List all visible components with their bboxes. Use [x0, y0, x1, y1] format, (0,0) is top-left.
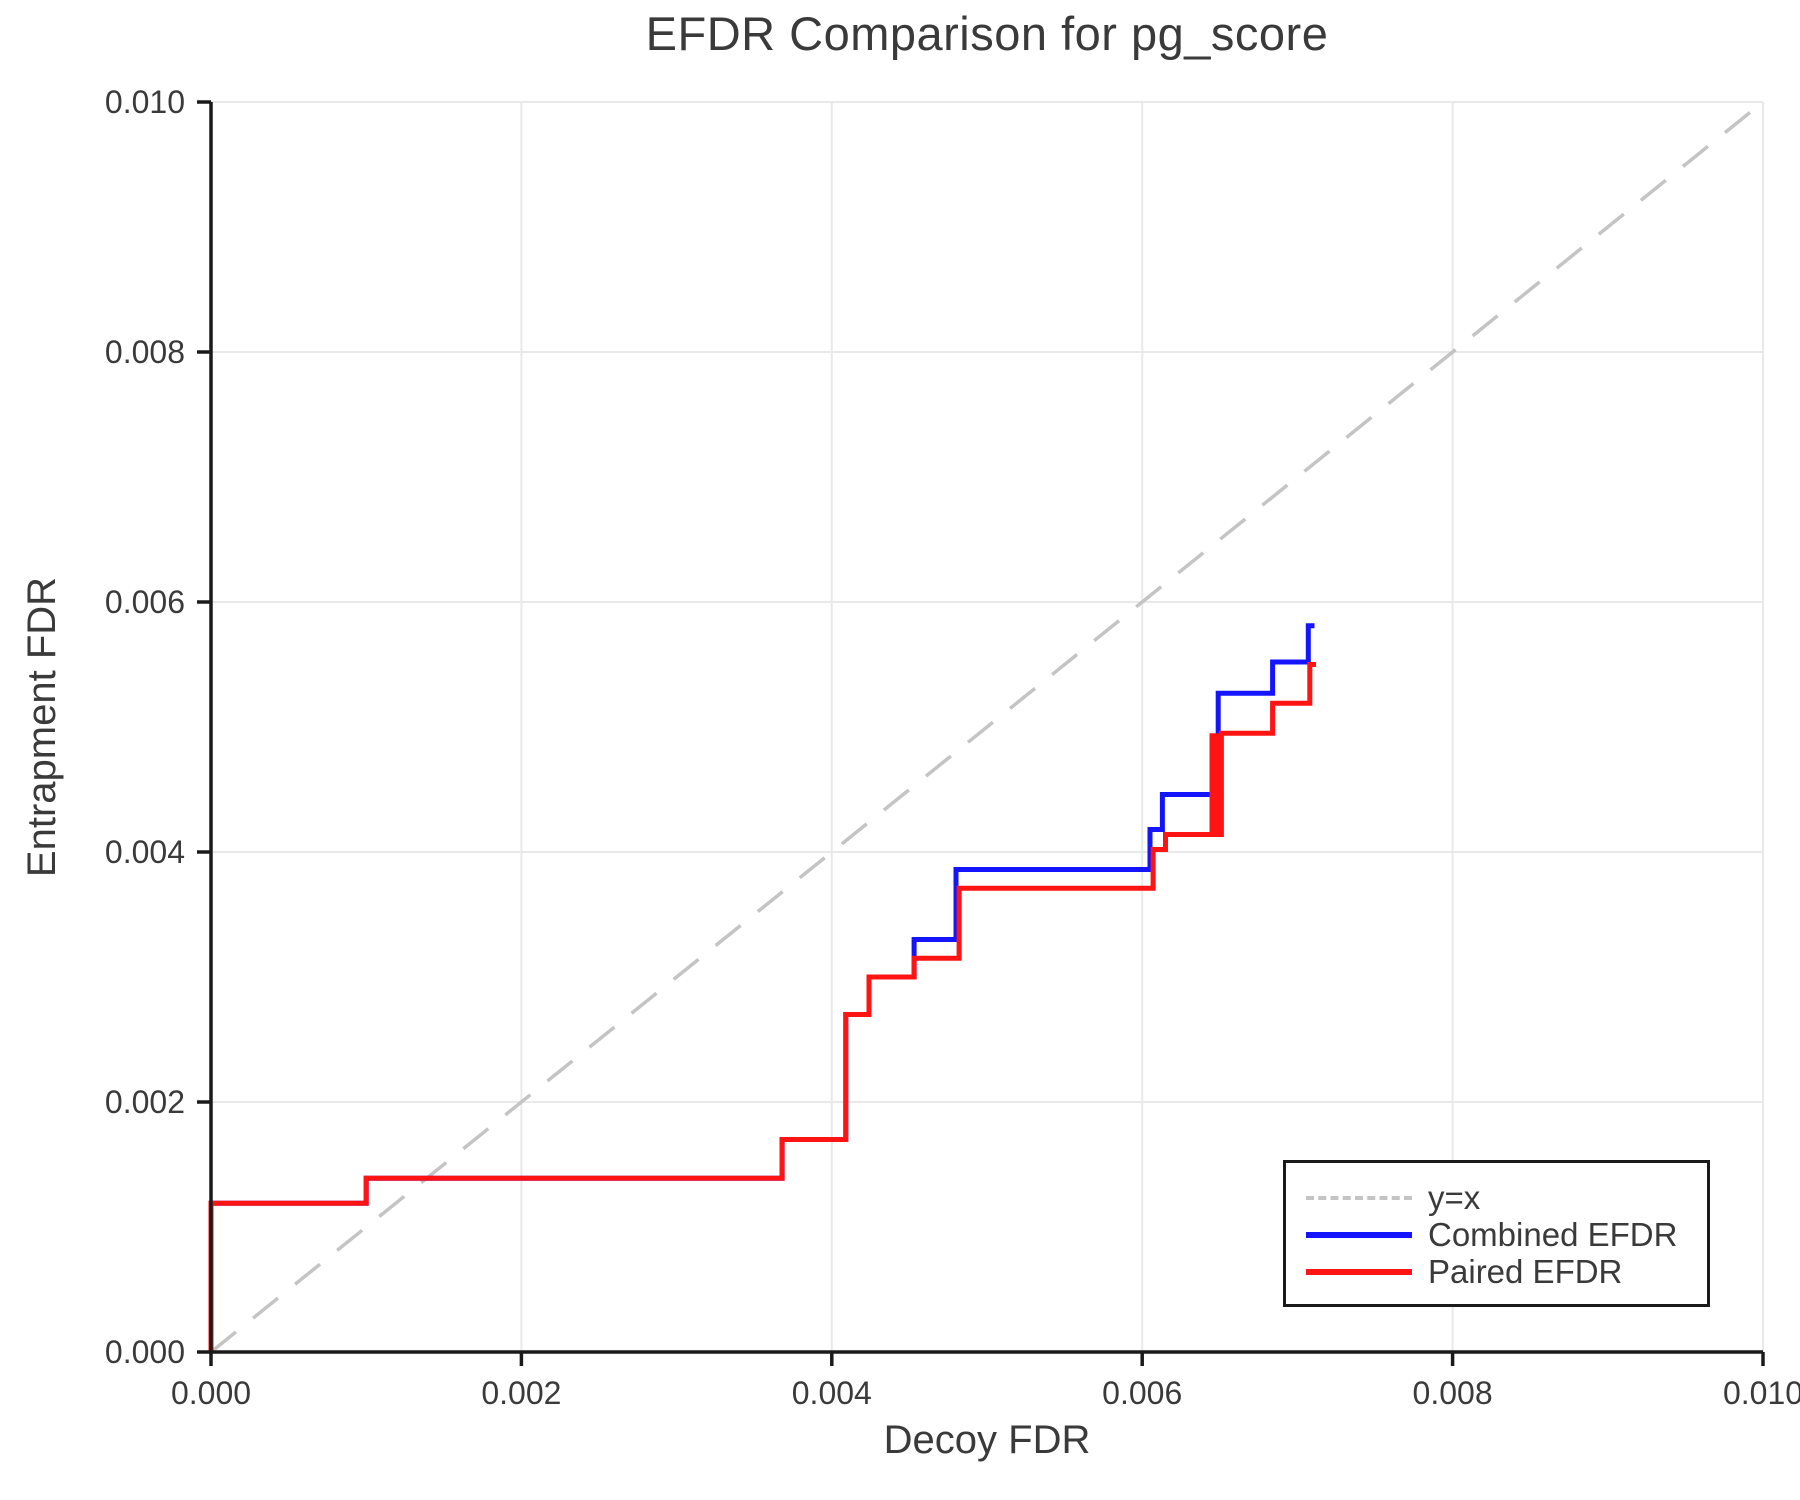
y-axis-label: Entrapment FDR — [20, 576, 64, 878]
legend-line-paired-efdr — [1306, 1268, 1412, 1275]
legend-row-yx: y=x — [1306, 1179, 1707, 1216]
legend-label-yx: y=x — [1428, 1179, 1481, 1216]
x-tick-label: 0.000 — [171, 1375, 251, 1411]
series-line-paired-efdr — [208, 662, 1316, 1352]
series-line-combined-efdr — [208, 623, 1315, 1352]
legend-label-combined-efdr: Combined EFDR — [1428, 1216, 1678, 1253]
y-tick-label: 0.010 — [105, 84, 185, 120]
y-tick-label: 0.008 — [105, 334, 185, 370]
chart-title: EFDR Comparison for pg_score — [645, 7, 1329, 60]
x-tick-label: 0.006 — [1102, 1375, 1182, 1411]
series-line-y-x — [209, 100, 1765, 1354]
legend-row-combined-efdr: Combined EFDR — [1306, 1216, 1707, 1253]
y-tick-label: 0.002 — [105, 1084, 185, 1120]
legend-row-paired-efdr: Paired EFDR — [1306, 1253, 1707, 1290]
x-tick-label: 0.004 — [792, 1375, 872, 1411]
y-tick-label: 0.000 — [105, 1334, 185, 1370]
legend-label-paired-efdr: Paired EFDR — [1428, 1253, 1623, 1290]
x-tick-label: 0.008 — [1413, 1375, 1493, 1411]
legend-line-yx — [1306, 1195, 1412, 1200]
legend: y=x Combined EFDR Paired EFDR — [1283, 1160, 1710, 1307]
y-tick-label: 0.006 — [105, 584, 185, 620]
legend-line-combined-efdr — [1306, 1231, 1412, 1238]
x-tick-label: 0.010 — [1723, 1375, 1800, 1411]
x-tick-label: 0.002 — [481, 1375, 561, 1411]
x-axis-label: Decoy FDR — [883, 1418, 1091, 1462]
y-tick-label: 0.004 — [105, 834, 185, 870]
